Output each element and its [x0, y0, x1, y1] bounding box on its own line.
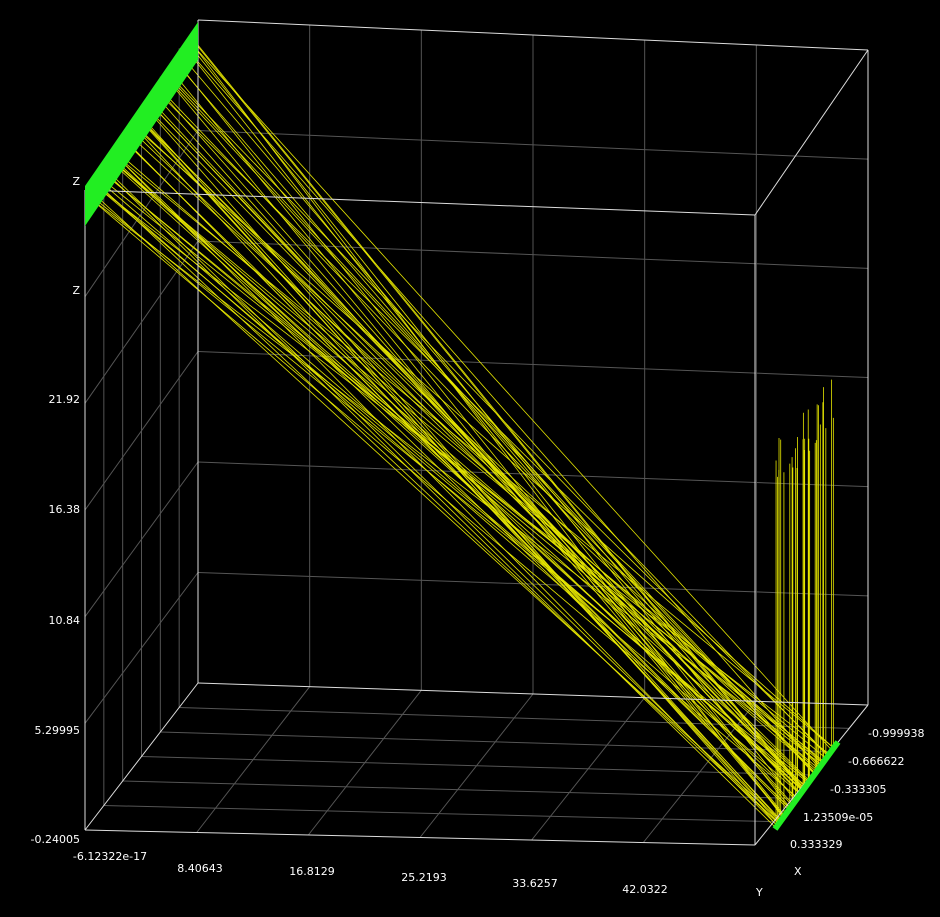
box-edge	[84, 682, 199, 831]
ray	[170, 78, 816, 774]
ray	[91, 196, 809, 784]
grid-line	[103, 805, 774, 823]
z-tick-label: 5.29995	[35, 724, 81, 737]
ray	[148, 111, 778, 827]
ray	[157, 97, 793, 806]
detector-plane	[772, 740, 841, 831]
z-tick-label: -0.24005	[31, 833, 80, 846]
box-edge	[197, 682, 869, 706]
x-tick-label: 16.8129	[289, 865, 335, 878]
ray	[131, 136, 818, 771]
ray	[127, 143, 798, 799]
x-tick-label: 25.2193	[401, 871, 447, 884]
rays	[90, 41, 834, 829]
ray	[127, 142, 791, 809]
ray	[194, 41, 804, 790]
ray	[136, 128, 834, 749]
grid-line	[197, 130, 869, 160]
ray	[106, 174, 819, 769]
box-edge	[84, 829, 756, 846]
ray	[141, 121, 781, 823]
axis-name: X	[794, 865, 802, 878]
x-tick-label: -6.12322e-17	[73, 850, 147, 863]
ray	[98, 185, 801, 795]
ray	[141, 121, 810, 782]
ray	[183, 58, 805, 789]
z-tick-label: Z	[72, 284, 80, 297]
y-tick-label: -0.999938	[868, 727, 924, 740]
y-tick-label: 0.333329	[790, 838, 843, 851]
z-tick-label: 21.92	[49, 393, 81, 406]
ray	[161, 90, 816, 774]
ray	[188, 50, 820, 769]
ray	[187, 51, 791, 809]
ray	[101, 182, 805, 789]
ray	[107, 173, 777, 829]
ray	[117, 157, 791, 809]
y-tick-label: 1.23509e-05	[803, 811, 873, 824]
box-edge	[754, 49, 869, 216]
ray	[179, 64, 786, 817]
box-edge	[197, 19, 869, 51]
y-tick-label: -0.666622	[848, 755, 904, 768]
z-tick-label: 10.84	[49, 614, 81, 627]
ray	[142, 120, 803, 792]
ray	[194, 42, 804, 791]
axis-labels: -0.24005 5.29995 10.84 16.38 21.92 Z Z -6.12322…	[31, 175, 925, 899]
ray	[93, 193, 782, 822]
ray	[134, 132, 810, 783]
ray	[136, 129, 782, 821]
source-plane	[85, 22, 198, 226]
ray	[168, 80, 785, 818]
z-tick-label: 16.38	[49, 503, 81, 516]
ray	[159, 94, 829, 756]
ray	[192, 44, 832, 751]
grid	[84, 25, 869, 843]
x-tick-label: 33.6257	[512, 877, 558, 890]
x-tick-label: 42.0322	[622, 883, 668, 896]
ray	[117, 157, 778, 827]
axis-name: Y	[755, 886, 763, 899]
ray	[99, 185, 780, 825]
ray	[90, 198, 822, 765]
box-edge	[84, 189, 756, 216]
ray	[151, 105, 805, 789]
z-tick-label: Z	[72, 175, 80, 188]
ray	[113, 163, 804, 791]
ray	[97, 187, 830, 755]
y-tick-label: -0.333305	[830, 783, 886, 796]
ray	[114, 162, 827, 759]
x-tick-label: 8.40643	[177, 862, 223, 875]
